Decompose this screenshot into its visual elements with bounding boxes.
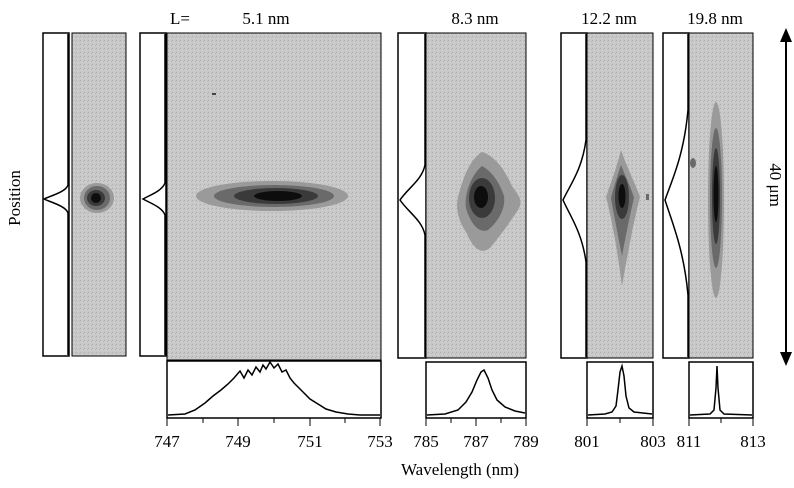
profile-curve (399, 34, 426, 357)
spot (606, 150, 640, 286)
panel-label-19-8: 19.8 nm (687, 9, 743, 28)
tick-label: 785 (413, 432, 439, 451)
spectrum-curve (167, 360, 380, 416)
tick-label: 801 (574, 432, 600, 451)
spectrum-curve (587, 363, 653, 416)
tick-label: 813 (740, 432, 766, 451)
length-prefix: L= (170, 9, 190, 28)
profile-box (397, 32, 427, 359)
panel-label-5-1: 5.1 nm (242, 9, 289, 28)
scale-bar-label: 40 μm (766, 163, 785, 207)
panel-8-3: 785 787 789 (397, 32, 539, 451)
spot (196, 181, 348, 211)
tick-label: 747 (154, 432, 180, 451)
x-ticks (166, 418, 381, 426)
spot (457, 152, 521, 251)
panel-5-1: 747 749 751 753 (139, 32, 393, 451)
tick-label: 811 (677, 432, 702, 451)
profile-curve (42, 34, 69, 355)
spectrum-curve (426, 368, 526, 416)
panel-19-8: 811 813 (662, 32, 766, 451)
spot (708, 102, 724, 298)
panel-label-8-3: 8.3 nm (451, 9, 498, 28)
panel-reference (42, 32, 127, 357)
profile-curve (562, 34, 587, 357)
scale-bar: 40 μm (766, 28, 792, 366)
profile-curve (141, 34, 166, 355)
spectrum-box (166, 360, 382, 419)
tick-label: 749 (225, 432, 251, 451)
panel-label-12-2: 12.2 nm (581, 9, 637, 28)
y-axis-label: Position (5, 170, 24, 226)
x-ticks (688, 418, 754, 426)
tick-label: 753 (367, 432, 393, 451)
x-ticks (425, 418, 527, 426)
tick-label: 803 (640, 432, 666, 451)
x-ticks (586, 418, 654, 426)
x-axis-label: Wavelength (nm) (401, 460, 519, 479)
tick-label: 789 (513, 432, 539, 451)
profile-curve (664, 34, 689, 357)
tick-label: 751 (297, 432, 323, 451)
spectrum-curve (689, 365, 753, 416)
spot (80, 183, 114, 213)
spectrum-box (688, 361, 754, 419)
tick-label: 787 (463, 432, 489, 451)
panel-12-2: 801 803 (560, 32, 666, 451)
